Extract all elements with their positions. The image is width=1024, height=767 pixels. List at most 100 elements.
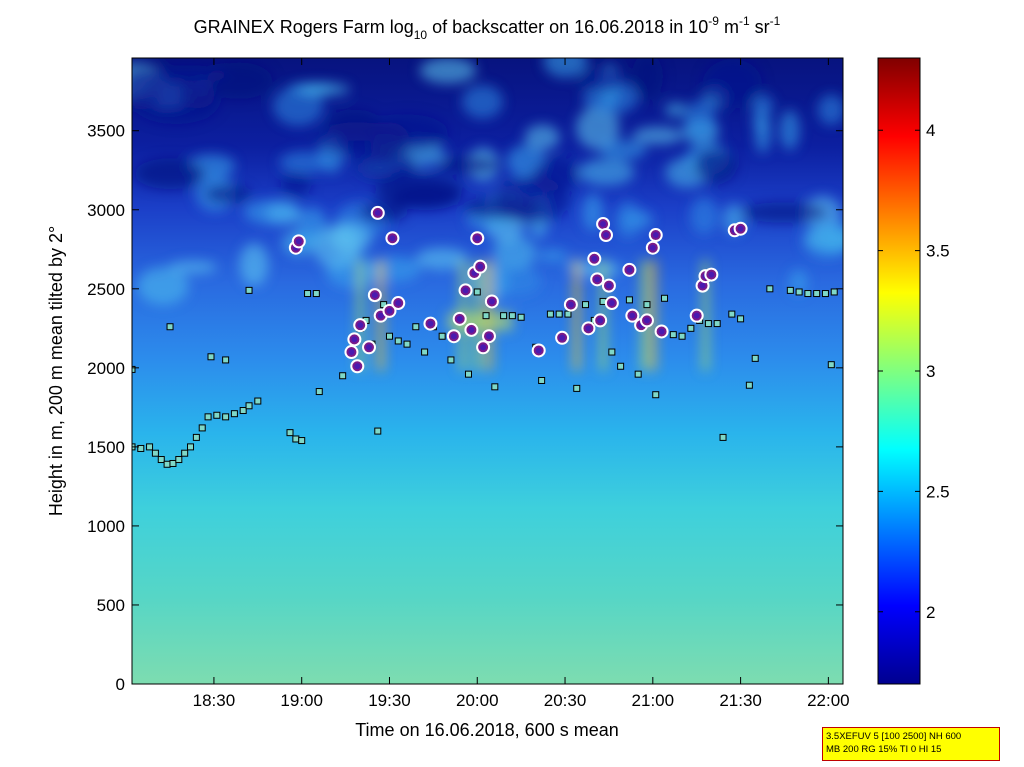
x-axis-label: Time on 16.06.2018, 600 s mean: [355, 720, 619, 740]
backscatter-dark-patch: [437, 156, 500, 174]
backscatter-blotch: [684, 100, 716, 140]
square-marker: [751, 354, 759, 362]
circle-marker-core: [559, 334, 566, 341]
square-marker: [634, 370, 642, 378]
backscatter-blotch: [494, 266, 542, 296]
info-box: 3.5XEFUV 5 [100 2500] NH 600 MB 200 RG 1…: [822, 727, 1000, 761]
circle-marker-core: [374, 209, 381, 216]
square-marker: [687, 324, 695, 332]
backscatter-blotch: [493, 235, 537, 271]
square-marker: [719, 433, 727, 441]
circle-marker-core: [477, 263, 484, 270]
title-exponent-2: -1: [739, 14, 750, 28]
square-marker: [230, 410, 238, 418]
backscatter-dark-patch: [134, 79, 220, 124]
title-unit-2: sr: [750, 17, 770, 37]
backscatter-blotch: [599, 139, 647, 160]
square-marker: [737, 315, 745, 323]
circle-marker-core: [395, 300, 402, 307]
square-marker: [198, 424, 206, 432]
square-marker: [163, 460, 171, 468]
square-marker: [254, 397, 262, 405]
backscatter-blotch: [168, 260, 218, 274]
square-marker: [151, 449, 159, 457]
colorbar-tick-label: 3: [926, 362, 935, 381]
plot-frame: [131, 57, 844, 685]
circle-marker-core: [462, 287, 469, 294]
square-marker: [564, 310, 572, 318]
y-tick-label: 0: [116, 675, 125, 694]
marker-layer: [132, 205, 838, 468]
backscatter-blotch: [804, 227, 843, 252]
colorbar-tick-label: 2.5: [926, 482, 950, 501]
x-tick-label: 20:00: [456, 691, 499, 710]
backscatter-blotch: [537, 249, 568, 262]
backscatter-blotch: [689, 196, 719, 235]
square-marker: [678, 332, 686, 340]
square-marker: [146, 443, 154, 451]
y-axis-label: Height in m, 200 m mean tilted by 2°: [46, 226, 66, 516]
x-tick-label: 19:30: [368, 691, 411, 710]
title-prefix: GRAINEX Rogers Farm log: [194, 17, 414, 37]
x-tick-label: 18:30: [193, 691, 236, 710]
square-marker: [830, 288, 838, 296]
circle-marker-core: [480, 344, 487, 351]
backscatter-blotch: [239, 243, 269, 286]
circle-marker-core: [585, 325, 592, 332]
square-marker: [491, 383, 499, 391]
circle-marker-core: [348, 349, 355, 356]
backscatter-blotch: [300, 82, 351, 96]
square-marker: [813, 290, 821, 298]
square-marker: [339, 372, 347, 380]
title-exponent-1: -9: [708, 14, 719, 28]
y-axis: 0 500 1000 1500 2000 2500 3000 3500: [87, 122, 843, 694]
backscatter-dark-patch: [693, 149, 737, 183]
square-marker: [464, 370, 472, 378]
square-marker: [573, 384, 581, 392]
backscatter-blotch: [578, 158, 635, 186]
square-marker: [582, 301, 590, 309]
backscatter-blotch: [632, 126, 684, 145]
square-marker: [745, 381, 753, 389]
colorbar-tick-label: 4: [926, 121, 935, 140]
backscatter-dark-patch: [702, 59, 762, 109]
cloud-streak: [357, 260, 364, 371]
circle-marker-core: [605, 282, 612, 289]
cloud-streak: [702, 260, 709, 371]
circle-marker-core: [600, 220, 607, 227]
backscatter-blotch: [752, 107, 771, 133]
circle-marker-core: [366, 344, 372, 351]
backscatter-dark-patch: [375, 174, 463, 208]
title-exponent-3: -1: [770, 14, 781, 28]
square-marker: [187, 443, 195, 451]
square-marker: [508, 312, 516, 320]
circle-marker-core: [535, 347, 542, 354]
square-marker: [500, 312, 508, 320]
heatmap-plot-area: [132, 58, 843, 684]
circle-marker-core: [357, 322, 364, 329]
info-line-1: 3.5XEFUV 5 [100 2500] NH 600: [826, 731, 962, 742]
backscatter-blotch: [817, 94, 843, 126]
backscatter-blotch: [272, 86, 324, 126]
circle-marker-core: [591, 255, 598, 262]
title-middle: of backscatter on 16.06.2018 in 10: [427, 17, 708, 37]
y-tick-label: 1000: [87, 517, 125, 536]
square-marker: [132, 365, 136, 373]
square-marker: [827, 361, 835, 369]
square-marker: [766, 285, 774, 293]
circle-marker-core: [371, 292, 378, 299]
square-marker: [312, 290, 320, 298]
square-marker: [625, 296, 633, 304]
y-tick-label: 1500: [87, 438, 125, 457]
square-marker: [245, 286, 253, 294]
square-marker: [482, 312, 490, 320]
backscatter-blotch: [137, 267, 189, 305]
square-marker: [292, 435, 300, 443]
colorbar: [877, 57, 921, 685]
circle-marker-core: [629, 312, 636, 319]
circle-marker-core: [485, 333, 492, 340]
backscatter-blotch: [279, 151, 331, 174]
square-marker: [394, 337, 402, 345]
square-marker: [438, 332, 446, 340]
